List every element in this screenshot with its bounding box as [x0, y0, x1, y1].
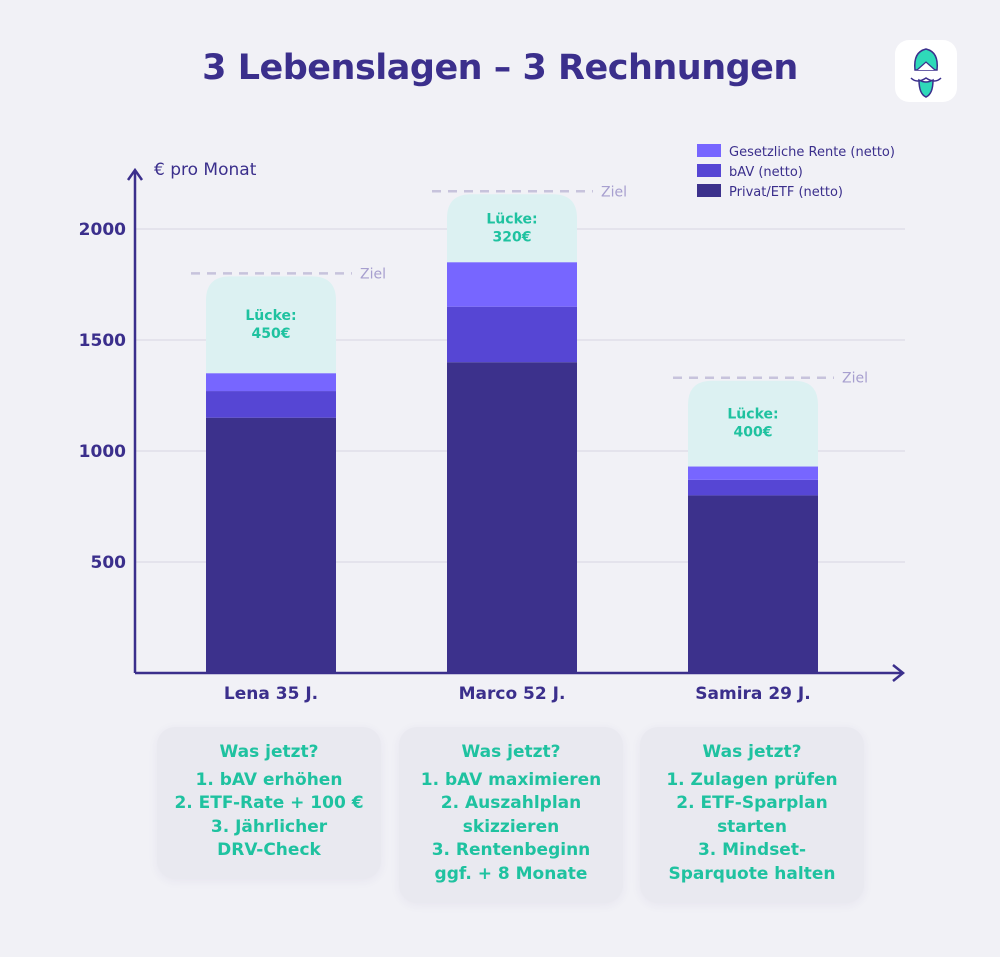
- legend-label: bAV (netto): [729, 165, 803, 180]
- mascot-logo-icon: [910, 48, 942, 98]
- legend-label: Privat/ETF (netto): [729, 185, 843, 200]
- x-axis-arrow-icon: [892, 664, 906, 682]
- x-tick-label: Lena 35 J.: [224, 684, 318, 704]
- gap-area: [206, 276, 336, 374]
- bar-segment-1: [206, 391, 336, 418]
- legend-swatch: [697, 144, 721, 157]
- gap-area: [447, 194, 577, 263]
- legend-label: Gesetzliche Rente (netto): [729, 145, 895, 160]
- gap-label: Lücke:: [486, 211, 537, 227]
- action-card: Was jetzt? 1. bAV erhöhen 2. ETF-Rate + 10…: [157, 727, 381, 879]
- page-title: 3 Lebenslagen – 3 Rechnungen: [202, 48, 798, 88]
- action-card: Was jetzt? 1. bAV maximieren 2. Auszahlpla…: [399, 727, 623, 903]
- gap-area: [688, 380, 818, 467]
- legend-swatch: [697, 184, 721, 197]
- logo: [895, 40, 957, 102]
- card-heading: Was jetzt?: [702, 742, 802, 762]
- bar-segment-0: [447, 362, 577, 673]
- target-label: Ziel: [601, 184, 627, 200]
- action-card: Was jetzt? 1. Zulagen prüfen 2. ETF-Sparpl…: [640, 727, 864, 903]
- bar-segment-1: [447, 306, 577, 363]
- y-tick-label: 1000: [79, 442, 126, 462]
- y-tick-label: 1500: [79, 331, 126, 351]
- bar-segment-1: [688, 479, 818, 496]
- gap-value: 320€: [493, 229, 532, 245]
- y-tick-label: 2000: [79, 220, 126, 240]
- x-tick-label: Marco 52 J.: [459, 684, 566, 704]
- card-step: 1. bAV maximieren: [420, 769, 602, 790]
- card-step: 2. Auszahlplan skizzieren: [440, 793, 582, 837]
- y-tick-label: 500: [91, 553, 127, 573]
- x-tick-label: Samira 29 J.: [695, 684, 810, 704]
- bar-segment-2: [688, 466, 818, 480]
- card-step: 1. bAV erhöhen: [195, 769, 343, 790]
- bar-segment-0: [688, 495, 818, 673]
- bar-segment-0: [206, 417, 336, 673]
- card-step: 2. ETF-Rate + 100 €: [174, 793, 364, 813]
- card-step: 3. Jährlicher DRV-Check: [210, 816, 328, 861]
- target-label: Ziel: [360, 266, 386, 282]
- gap-label: Lücke:: [245, 308, 296, 324]
- legend-swatch: [697, 164, 721, 177]
- stacked-bar-chart: 500 1000 1500 2000 € pro Monat Gesetzliche Re…: [79, 144, 906, 704]
- card-heading: Was jetzt?: [219, 742, 319, 762]
- bar-segment-2: [206, 373, 336, 392]
- card-step: 1. Zulagen prüfen: [666, 769, 838, 790]
- card-step: 3. Rentenbeginn ggf. + 8 Monate: [431, 840, 591, 884]
- y-axis-arrow-icon: [126, 167, 144, 181]
- card-step: 3. Mindset- Sparquote halten: [668, 840, 836, 884]
- target-label: Ziel: [842, 371, 868, 387]
- gap-label: Lücke:: [727, 407, 778, 423]
- gap-value: 450€: [252, 326, 291, 342]
- card-step: 2. ETF-Sparplan starten: [676, 793, 828, 837]
- bar-segment-2: [447, 262, 577, 307]
- gap-value: 400€: [734, 425, 773, 441]
- y-axis-label: € pro Monat: [154, 160, 257, 180]
- card-heading: Was jetzt?: [461, 742, 561, 762]
